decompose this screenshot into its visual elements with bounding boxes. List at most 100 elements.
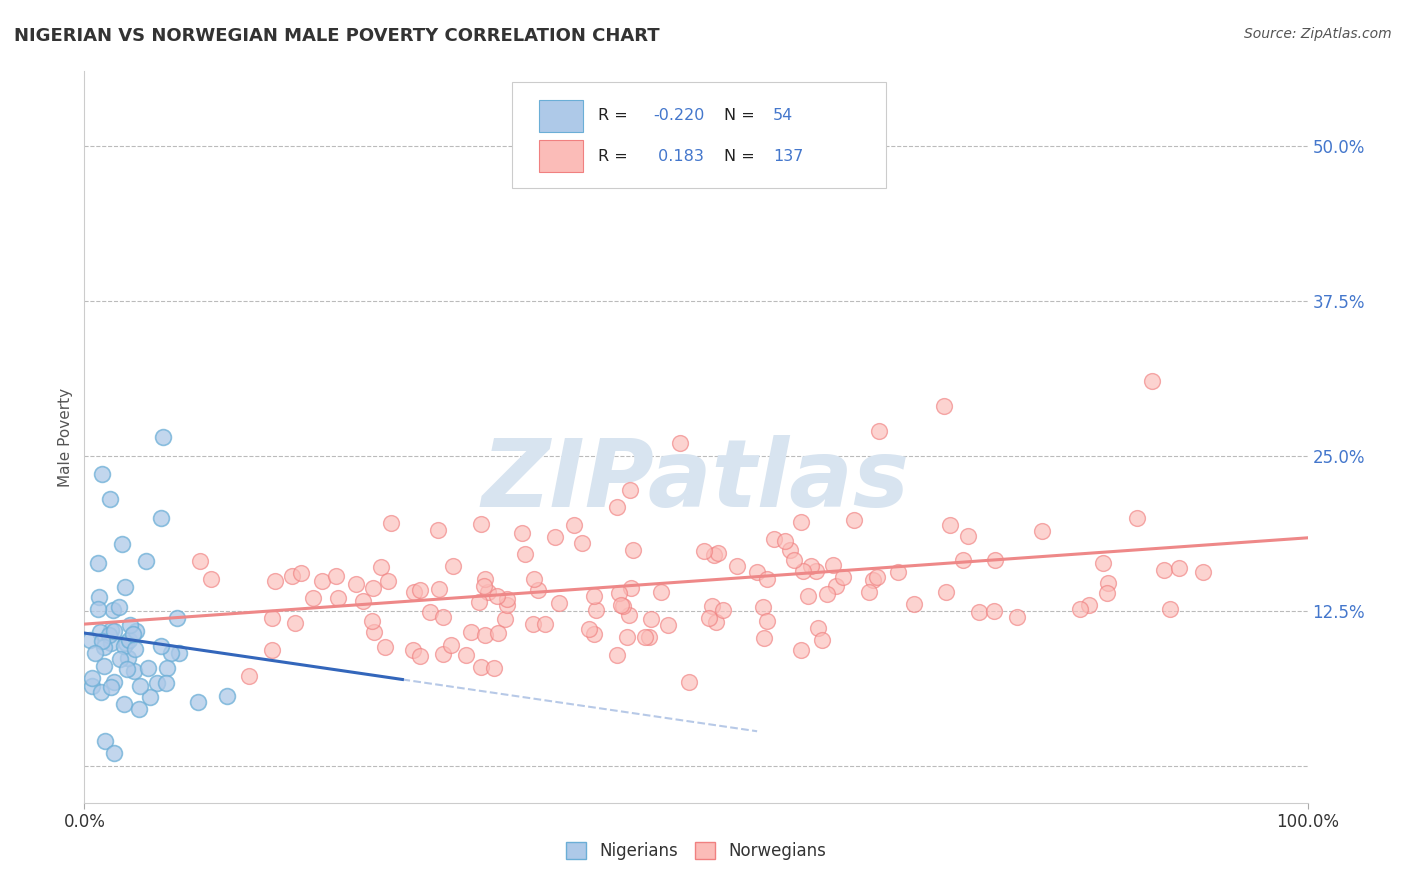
Point [470, 660, 492, 674]
Point [361, 614, 384, 628]
Point [634, 630, 657, 644]
Point [678, 674, 700, 689]
Point [408, 648, 430, 663]
Point [325, 569, 347, 583]
Point [527, 582, 550, 597]
Text: 137: 137 [773, 150, 803, 164]
FancyBboxPatch shape [540, 140, 583, 172]
Point [583, 626, 606, 640]
Point [704, 615, 727, 630]
Point [494, 612, 516, 626]
Point [1153, 563, 1175, 577]
Point [1078, 598, 1101, 612]
Text: 54: 54 [773, 109, 793, 123]
Point [797, 589, 820, 603]
Point [90, 633, 112, 648]
Point [166, 611, 188, 625]
Point [374, 640, 396, 654]
Point [117, 650, 139, 665]
Point [352, 593, 374, 607]
Point [160, 646, 183, 660]
Point [831, 138, 853, 153]
Point [454, 648, 477, 662]
Point [522, 616, 544, 631]
Point [523, 572, 546, 586]
Point [156, 660, 179, 674]
Point [486, 589, 509, 603]
Point [668, 436, 690, 450]
Point [1126, 511, 1149, 525]
Point [93, 658, 115, 673]
Point [301, 591, 323, 606]
Point [482, 661, 505, 675]
Point [377, 574, 399, 589]
Point [496, 598, 519, 612]
Point [547, 596, 569, 610]
Point [380, 516, 402, 531]
Point [187, 695, 209, 709]
Point [262, 611, 284, 625]
Text: Source: ZipAtlas.com: Source: ZipAtlas.com [1244, 27, 1392, 41]
Point [844, 513, 866, 527]
Point [657, 618, 679, 632]
Point [862, 573, 884, 587]
Point [470, 516, 492, 531]
Point [650, 585, 672, 599]
Point [114, 580, 136, 594]
Point [1192, 566, 1215, 580]
Point [1159, 602, 1181, 616]
Point [697, 611, 720, 625]
Text: R =: R = [598, 109, 633, 123]
Point [124, 664, 146, 678]
Point [607, 586, 630, 600]
Point [238, 669, 260, 683]
Point [264, 574, 287, 588]
Point [496, 592, 519, 607]
Point [616, 630, 638, 644]
Point [281, 569, 304, 583]
Point [188, 554, 211, 568]
Point [93, 640, 115, 654]
Point [136, 661, 159, 675]
Point [90, 467, 112, 482]
Point [821, 558, 844, 572]
Point [751, 599, 773, 614]
Text: -0.220: -0.220 [654, 109, 704, 123]
Point [474, 572, 496, 586]
Point [783, 553, 806, 567]
Point [262, 643, 284, 657]
Point [89, 625, 111, 640]
Y-axis label: Male Poverty: Male Poverty [58, 387, 73, 487]
Point [402, 642, 425, 657]
FancyBboxPatch shape [540, 100, 583, 132]
Point [755, 614, 778, 628]
Point [328, 591, 350, 606]
Point [100, 624, 122, 638]
Point [409, 583, 432, 598]
Text: ZIPatlas: ZIPatlas [482, 435, 910, 527]
Point [983, 604, 1005, 618]
Point [952, 552, 974, 566]
Point [89, 590, 111, 604]
Point [831, 570, 853, 584]
Point [1031, 524, 1053, 538]
Point [606, 648, 628, 662]
Point [82, 680, 104, 694]
Point [1005, 610, 1028, 624]
Point [432, 609, 454, 624]
Point [610, 598, 633, 612]
Point [887, 565, 910, 579]
Point [460, 624, 482, 639]
Point [86, 602, 108, 616]
Point [440, 638, 463, 652]
Point [121, 627, 143, 641]
Point [108, 651, 131, 665]
Point [149, 639, 172, 653]
Point [118, 633, 141, 648]
Point [711, 603, 734, 617]
Point [215, 689, 238, 703]
Point [583, 589, 606, 603]
Point [903, 597, 925, 611]
Point [370, 559, 392, 574]
Point [112, 639, 135, 653]
